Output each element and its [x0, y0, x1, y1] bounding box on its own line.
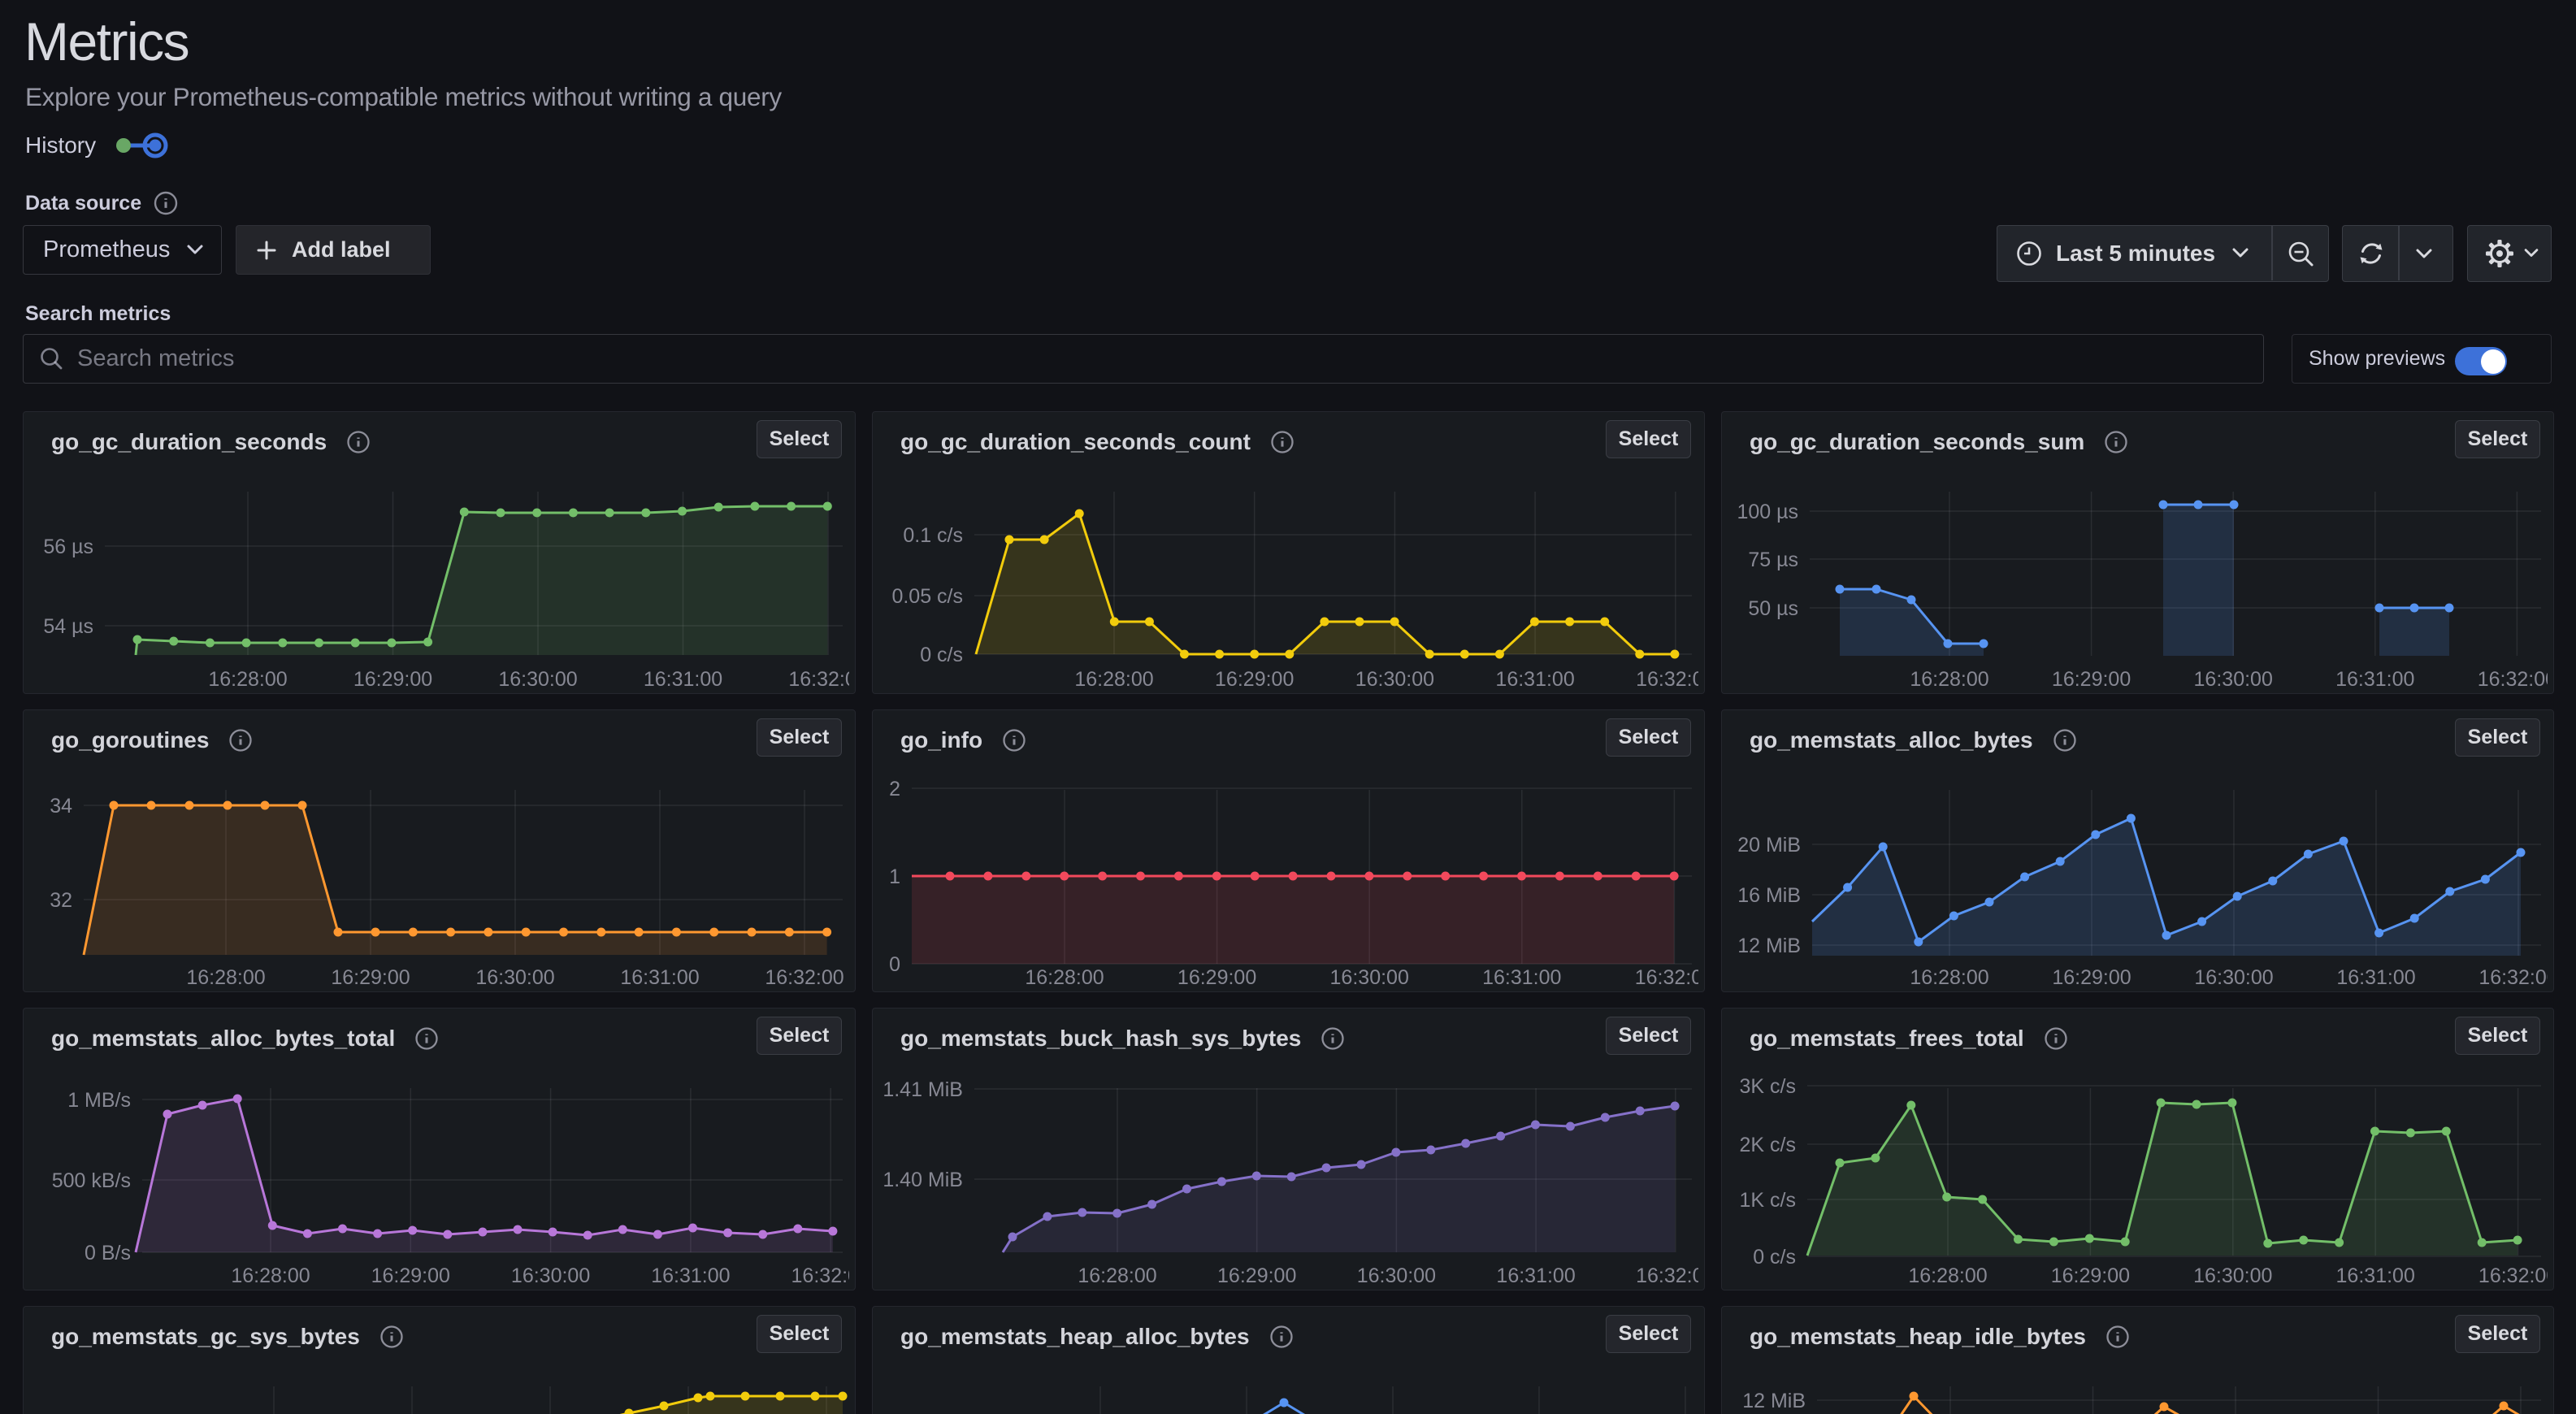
svg-text:12 MiB: 12 MiB [1737, 935, 1801, 957]
svg-text:2K c/s: 2K c/s [1740, 1134, 1796, 1156]
svg-text:16:30:00: 16:30:00 [2194, 966, 2273, 989]
svg-text:0.05 c/s: 0.05 c/s [891, 585, 963, 608]
svg-text:500 kB/s: 500 kB/s [52, 1169, 131, 1192]
svg-text:16:29:00: 16:29:00 [1217, 1264, 1296, 1287]
svg-text:16 MiB: 16 MiB [1737, 884, 1801, 907]
svg-text:16:32:00: 16:32:00 [1636, 668, 1705, 691]
svg-text:56 µs: 56 µs [43, 536, 93, 558]
svg-text:16:32:00: 16:32:00 [2478, 1264, 2554, 1287]
svg-text:16:32:00: 16:32:00 [2478, 668, 2554, 691]
svg-text:16:28:00: 16:28:00 [1910, 668, 1988, 691]
svg-text:16:28:00: 16:28:00 [1908, 1264, 1987, 1287]
svg-text:1: 1 [889, 865, 900, 888]
svg-text:12 MiB: 12 MiB [1742, 1390, 1806, 1412]
svg-text:0.1 c/s: 0.1 c/s [903, 524, 963, 547]
svg-text:16:31:00: 16:31:00 [1496, 1264, 1575, 1287]
svg-text:16:29:00: 16:29:00 [371, 1264, 450, 1287]
svg-text:16:32:00: 16:32:00 [791, 1264, 856, 1287]
svg-text:1 MB/s: 1 MB/s [67, 1089, 131, 1112]
svg-text:1.41 MiB: 1.41 MiB [883, 1078, 963, 1101]
svg-text:16:30:00: 16:30:00 [1355, 668, 1434, 691]
svg-text:16:28:00: 16:28:00 [231, 1264, 310, 1287]
svg-text:16:32:00: 16:32:00 [788, 668, 856, 691]
svg-text:16:28:00: 16:28:00 [1078, 1264, 1156, 1287]
svg-text:16:28:00: 16:28:00 [208, 668, 287, 691]
svg-text:20 MiB: 20 MiB [1737, 834, 1801, 857]
svg-text:1.40 MiB: 1.40 MiB [883, 1169, 963, 1191]
svg-text:0 c/s: 0 c/s [920, 644, 963, 666]
svg-text:3K c/s: 3K c/s [1740, 1075, 1796, 1098]
svg-text:16:28:00: 16:28:00 [186, 966, 265, 989]
svg-text:16:29:00: 16:29:00 [1177, 966, 1256, 989]
svg-text:16:29:00: 16:29:00 [2052, 966, 2131, 989]
svg-text:100 µs: 100 µs [1737, 501, 1798, 523]
svg-text:16:29:00: 16:29:00 [353, 668, 432, 691]
svg-text:1K c/s: 1K c/s [1740, 1189, 1796, 1212]
svg-text:16:29:00: 16:29:00 [2052, 668, 2131, 691]
svg-text:0 c/s: 0 c/s [1753, 1246, 1796, 1269]
svg-text:34: 34 [50, 795, 72, 818]
svg-text:16:29:00: 16:29:00 [331, 966, 410, 989]
svg-text:16:30:00: 16:30:00 [2193, 1264, 2272, 1287]
svg-text:16:30:00: 16:30:00 [1357, 1264, 1436, 1287]
svg-text:16:28:00: 16:28:00 [1910, 966, 1988, 989]
svg-text:50 µs: 50 µs [1748, 597, 1798, 620]
svg-text:16:30:00: 16:30:00 [1330, 966, 1409, 989]
svg-text:16:32:00: 16:32:00 [2478, 966, 2554, 989]
svg-text:16:30:00: 16:30:00 [475, 966, 554, 989]
svg-text:16:32:00: 16:32:00 [1636, 1264, 1705, 1287]
svg-text:16:28:00: 16:28:00 [1025, 966, 1104, 989]
svg-text:16:32:00: 16:32:00 [765, 966, 843, 989]
svg-text:16:31:00: 16:31:00 [2336, 1264, 2415, 1287]
svg-text:16:29:00: 16:29:00 [1215, 668, 1294, 691]
svg-text:16:31:00: 16:31:00 [651, 1264, 730, 1287]
svg-text:16:31:00: 16:31:00 [620, 966, 699, 989]
svg-text:16:31:00: 16:31:00 [2336, 966, 2415, 989]
svg-text:16:30:00: 16:30:00 [2194, 668, 2273, 691]
svg-text:16:31:00: 16:31:00 [2335, 668, 2414, 691]
svg-text:0 B/s: 0 B/s [85, 1242, 131, 1264]
svg-text:16:29:00: 16:29:00 [2051, 1264, 2130, 1287]
svg-text:16:28:00: 16:28:00 [1074, 668, 1153, 691]
svg-text:16:32:00: 16:32:00 [1635, 966, 1705, 989]
svg-text:16:30:00: 16:30:00 [498, 668, 577, 691]
svg-text:0: 0 [889, 953, 900, 976]
svg-text:16:31:00: 16:31:00 [644, 668, 722, 691]
svg-text:54 µs: 54 µs [43, 615, 93, 638]
svg-text:16:31:00: 16:31:00 [1495, 668, 1574, 691]
svg-text:16:30:00: 16:30:00 [511, 1264, 590, 1287]
svg-text:32: 32 [50, 889, 72, 912]
svg-text:75 µs: 75 µs [1748, 549, 1798, 571]
svg-text:16:31:00: 16:31:00 [1482, 966, 1561, 989]
svg-text:2: 2 [889, 778, 900, 800]
